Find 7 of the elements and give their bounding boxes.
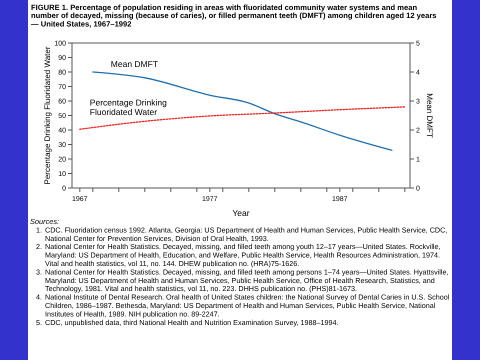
series-label: Percentage Drinking Fluoridated Water <box>90 97 168 117</box>
line-series <box>79 106 406 130</box>
x-axis-title: Year <box>232 208 250 218</box>
y2-axis-title: Mean DMFT <box>425 93 434 138</box>
line-series <box>92 71 392 151</box>
series-label: Mean DMFT <box>110 59 158 69</box>
y-axis-title: Percentage Drinking Fluoridated Water <box>43 46 52 184</box>
